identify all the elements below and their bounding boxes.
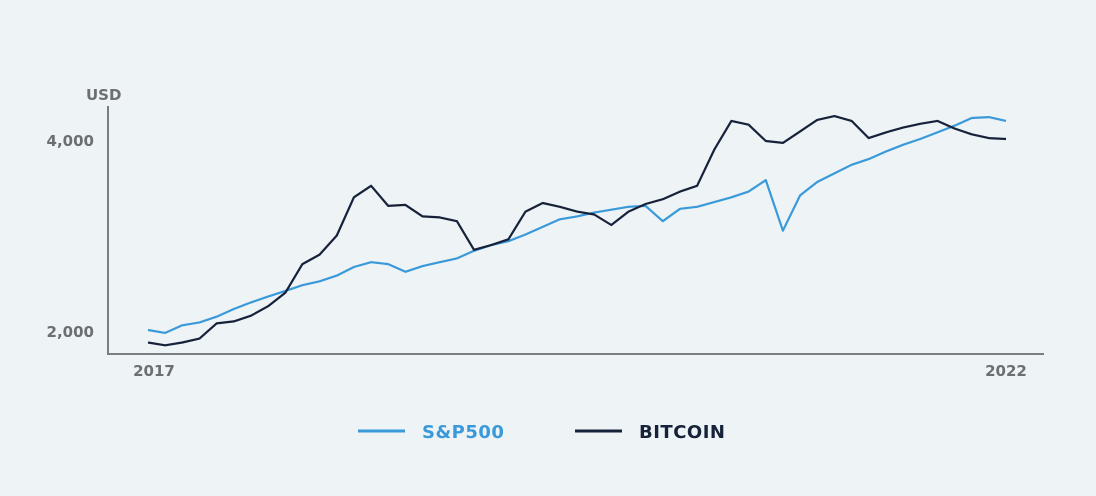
series-line-sp500 [147, 116, 1007, 334]
legend-label-sp500: S&P500 [422, 422, 504, 443]
series-line-bitcoin [147, 115, 1007, 347]
series-layer [147, 115, 1007, 347]
x-tick-label-2022: 2022 [985, 362, 1027, 380]
legend: S&P500 BITCOIN [358, 422, 725, 443]
legend-label-bitcoin: BITCOIN [639, 422, 725, 443]
y-tick-label-2000: 2,000 [47, 323, 94, 341]
x-tick-label-2017: 2017 [133, 362, 175, 380]
y-tick-label-4000: 4,000 [47, 132, 94, 150]
y-axis-title: USD [86, 86, 121, 104]
